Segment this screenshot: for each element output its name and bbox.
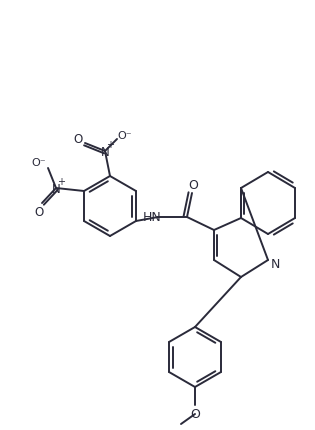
Text: N: N (52, 182, 60, 195)
Text: N: N (270, 257, 280, 270)
Text: N: N (100, 145, 109, 158)
Text: +: + (57, 177, 65, 187)
Text: O⁻: O⁻ (32, 158, 46, 168)
Text: O: O (188, 178, 198, 191)
Text: O: O (190, 408, 200, 421)
Text: O: O (73, 132, 83, 145)
Text: +: + (106, 140, 114, 150)
Text: O: O (34, 205, 44, 218)
Text: HN: HN (143, 210, 161, 223)
Text: O⁻: O⁻ (118, 131, 132, 141)
